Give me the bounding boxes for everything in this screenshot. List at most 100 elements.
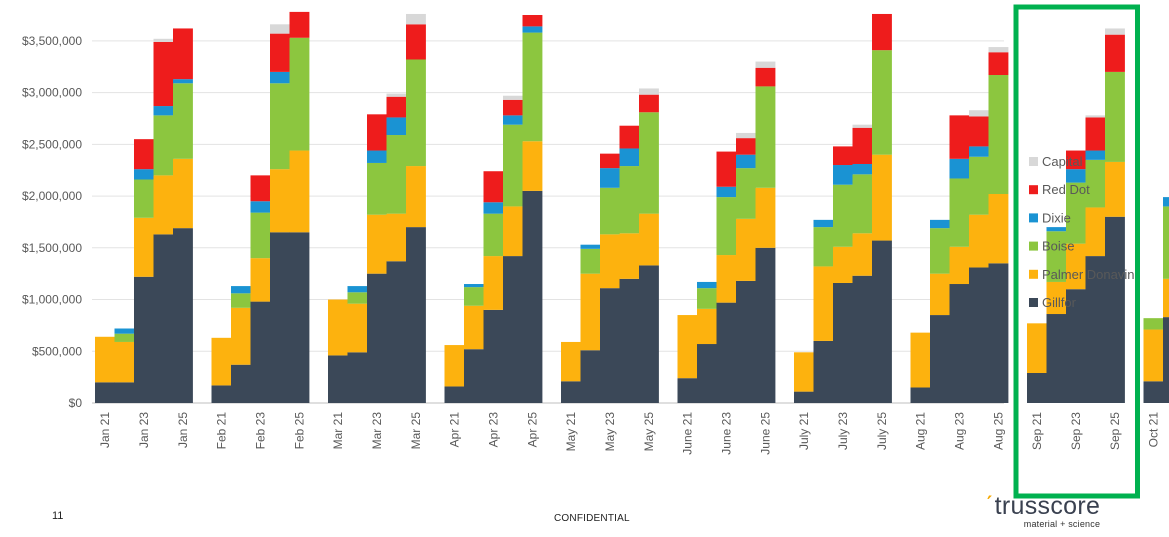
- bar-segment-boise: [619, 166, 640, 234]
- bar-segment-gillfor: [406, 227, 426, 403]
- x-tick-label: June 21: [680, 412, 694, 455]
- bar-segment-palmer-donavin: [173, 158, 193, 229]
- bar-segment-boise: [289, 37, 310, 151]
- bar-segment-red-dot: [153, 41, 174, 107]
- x-tick-label: Sep 21: [1030, 412, 1044, 450]
- bar-segment-gillfor: [619, 278, 640, 403]
- bar-segment-boise: [173, 83, 193, 159]
- bar-segment-dixie: [619, 148, 640, 167]
- bar-segment-palmer-donavin: [522, 141, 543, 191]
- bar-segment-boise: [833, 184, 853, 247]
- bar-segment-boise: [270, 83, 290, 170]
- bar-segment-gillfor: [173, 228, 193, 403]
- bar-segment-boise: [153, 115, 174, 176]
- bar-segment-palmer-donavin: [580, 273, 601, 351]
- bar-segment-red-dot: [503, 99, 523, 116]
- bar-segment-red-dot: [639, 94, 659, 113]
- logo-wordmark: ˊtrusscore: [985, 494, 1100, 519]
- legend-label: Palmer Donavin: [1042, 267, 1135, 282]
- bar-segment-palmer-donavin: [406, 166, 426, 228]
- legend-label: Red Dot: [1042, 182, 1090, 197]
- bar-segment-palmer-donavin: [716, 255, 737, 303]
- x-tick-label: July 25: [875, 412, 889, 450]
- bar-segment-dixie: [367, 150, 387, 163]
- bar-segment-palmer-donavin: [852, 233, 873, 276]
- bar-segment-gillfor: [1046, 314, 1067, 403]
- bar-segment-palmer-donavin: [367, 214, 387, 274]
- x-tick-label: Sep 23: [1069, 412, 1083, 450]
- bar-segment-boise: [852, 174, 873, 234]
- bar-segment-dixie: [600, 168, 620, 188]
- x-tick-label: Feb 23: [253, 412, 267, 450]
- bar-segment-red-dot: [716, 151, 737, 187]
- highlight-rectangle: [1013, 4, 1140, 499]
- bar-segment-boise: [969, 156, 989, 215]
- bar-segment-boise: [600, 187, 620, 235]
- bar-segment-boise: [755, 86, 776, 188]
- legend-label: Gillfor: [1042, 295, 1077, 310]
- bar-segment-palmer-donavin: [988, 193, 1009, 264]
- x-tick-label: Oct 21: [1146, 412, 1160, 448]
- y-tick-label: $2,500,000: [22, 137, 82, 151]
- bar-segment-capital: [639, 88, 659, 95]
- bar-segment-boise: [406, 59, 426, 167]
- bar-segment-dixie: [114, 328, 135, 334]
- bar-segment-red-dot: [872, 13, 892, 51]
- bar-segment-dixie: [270, 71, 290, 84]
- x-tick-label: July 23: [836, 412, 850, 450]
- bar-segment-palmer-donavin: [503, 206, 523, 257]
- bar-segment-palmer-donavin: [930, 273, 950, 316]
- trusscore-logo: ˊtrusscore material + science: [985, 494, 1101, 530]
- logo-accent-icon: ˊ: [985, 492, 994, 520]
- bar-segment-palmer-donavin: [1085, 207, 1106, 257]
- x-tick-label: May 21: [564, 412, 578, 452]
- bar-segment-red-dot: [386, 96, 407, 118]
- bar-segment-gillfor: [930, 315, 950, 403]
- bar-segment-palmer-donavin: [1105, 161, 1125, 217]
- bar-segment-dixie: [1163, 197, 1169, 207]
- bar-segment-capital: [386, 93, 407, 97]
- bar-segment-palmer-donavin: [231, 307, 251, 365]
- bar-segment-gillfor: [386, 261, 407, 403]
- bar-segment-red-dot: [289, 11, 310, 38]
- logo-tagline: material + science: [1023, 519, 1101, 529]
- bar-segment-boise: [1143, 318, 1164, 330]
- bar-segment-red-dot: [949, 115, 970, 159]
- bar-segment-gillfor: [134, 276, 154, 403]
- bar-segment-gillfor: [988, 263, 1009, 403]
- bar-segment-palmer-donavin: [833, 246, 853, 283]
- bar-segment-gillfor: [289, 232, 310, 403]
- bar-segment-dixie: [250, 201, 271, 213]
- bar-segment-gillfor: [153, 234, 174, 403]
- bar-segment-boise: [813, 227, 834, 267]
- bar-segment-gillfor: [250, 301, 271, 403]
- bar-segment-boise: [580, 248, 601, 274]
- x-tick-label: Apr 25: [525, 412, 539, 448]
- page-number: 11: [52, 510, 64, 522]
- x-tick-label: Jan 23: [137, 412, 151, 448]
- bar-segment-palmer-donavin: [813, 266, 834, 341]
- bar-segment-capital: [969, 110, 989, 117]
- highlight-box: [1013, 4, 1140, 499]
- legend-swatch: [1029, 298, 1038, 307]
- bar-segment-boise: [114, 333, 135, 342]
- bar-segment-red-dot: [736, 138, 756, 155]
- bar-segment-gillfor: [1163, 317, 1169, 403]
- bar-segment-gillfor: [969, 267, 989, 403]
- bar-segment-dixie: [483, 202, 504, 214]
- bar-segment-boise: [503, 124, 523, 207]
- bar-segment-boise: [639, 112, 659, 214]
- bar-segment-palmer-donavin: [270, 169, 290, 233]
- x-tick-label: Jan 21: [98, 412, 112, 448]
- bar-segment-palmer-donavin: [639, 213, 659, 266]
- bar-segment-gillfor: [95, 382, 115, 403]
- bar-segment-palmer-donavin: [872, 154, 892, 241]
- bar-segment-dixie: [580, 244, 601, 249]
- legend-label: Boise: [1042, 239, 1075, 254]
- bar-segment-red-dot: [1105, 34, 1125, 72]
- bar-segment-dixie: [736, 154, 756, 169]
- bar-segment-gillfor: [270, 232, 290, 403]
- bar-segment-red-dot: [969, 116, 989, 147]
- bar-segment-red-dot: [367, 114, 387, 151]
- bar-segment-boise: [367, 162, 387, 215]
